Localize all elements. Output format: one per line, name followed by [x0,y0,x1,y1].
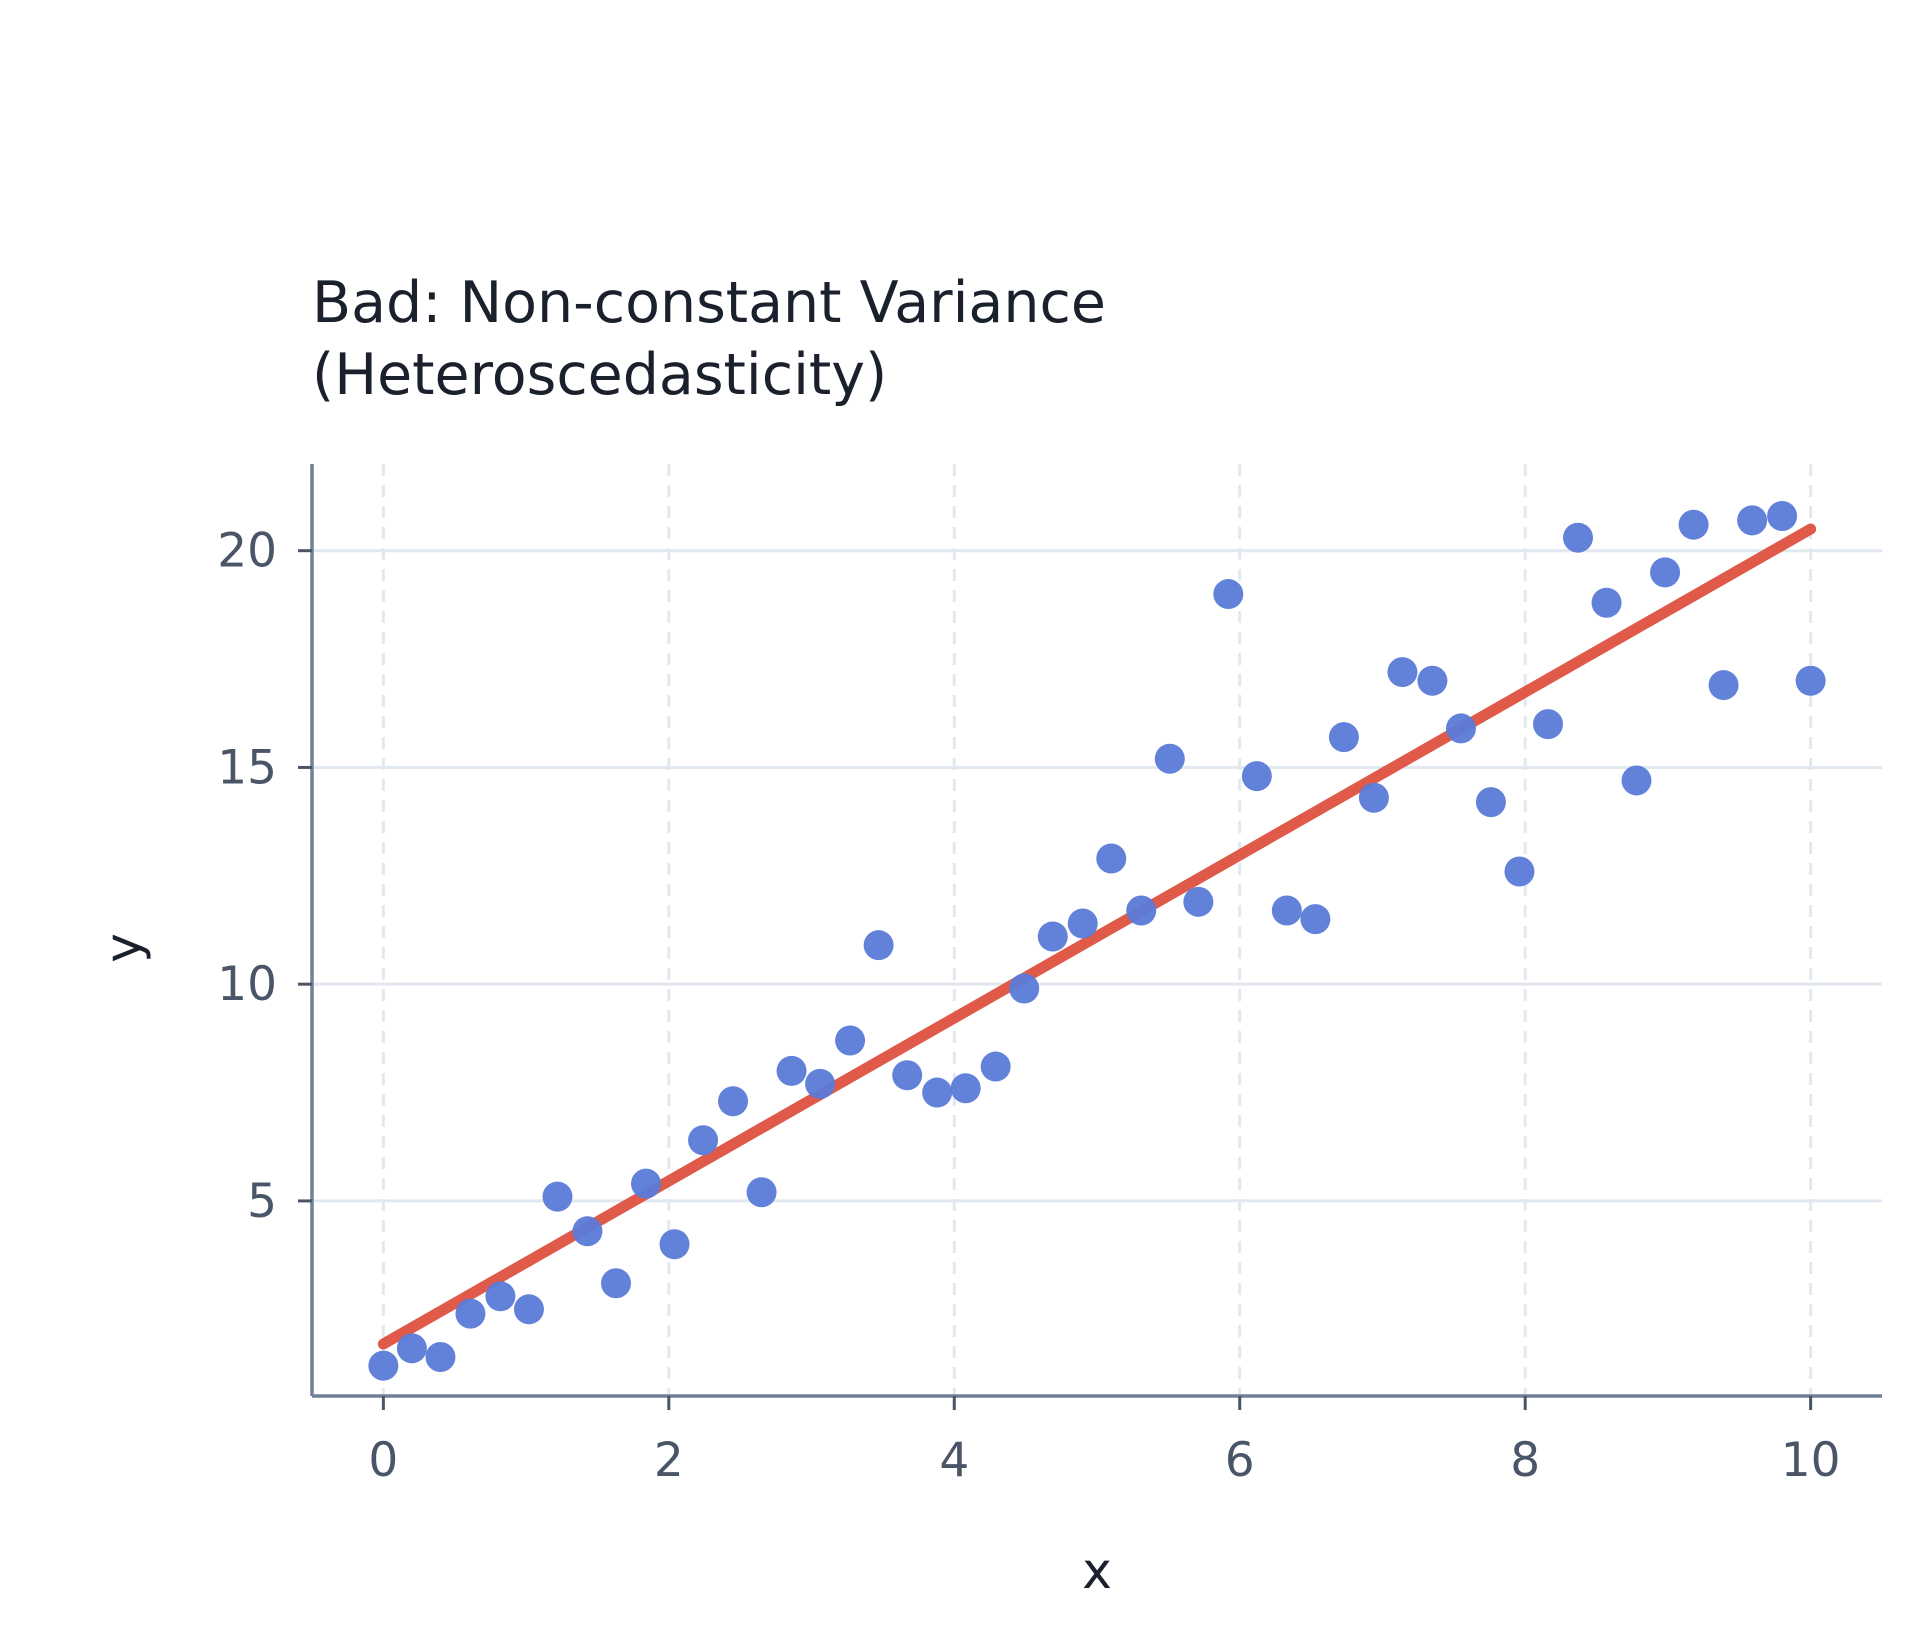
y-tick-label: 5 [247,1174,277,1229]
regression-fit-line [377,523,1817,1350]
scatter-point [572,1216,603,1247]
y-tick-label: 20 [217,524,277,579]
scatter-point [922,1077,953,1108]
scatter-point [1009,973,1040,1004]
scatter-point [1154,743,1185,774]
scatter-point [368,1350,399,1381]
scatter-point [1300,904,1331,935]
scatter-point [863,930,894,961]
x-tick-label: 4 [939,1433,969,1488]
y-tick-label: 10 [217,957,277,1012]
scatter-point [1795,665,1826,696]
grid [312,464,1882,1396]
y-tick-label: 15 [217,740,277,795]
scatter-point [1241,761,1272,792]
y-axis-title: y [94,933,152,963]
scatter-point [1678,509,1709,540]
x-tick-label: 0 [368,1433,398,1488]
scatter-point [425,1341,456,1372]
scatter-point [1533,709,1564,740]
scatter-point [980,1051,1011,1082]
scatter-point [1067,908,1098,939]
x-tick-label: 6 [1225,1433,1255,1488]
scatter-point [630,1168,661,1199]
scatter-point [688,1125,719,1156]
scatter-point [1767,501,1798,532]
scatter-point [1183,886,1214,917]
x-tick-label: 8 [1510,1433,1540,1488]
scatter-point [1708,670,1739,701]
chart-title-line-1: Bad: Non-constant Variance [312,270,1106,336]
scatter-point [601,1268,632,1299]
scatter-point [396,1333,427,1364]
scatter-point [1213,579,1244,610]
scatter-point [659,1229,690,1260]
scatter-point [1650,557,1681,588]
scatter-point [718,1086,749,1117]
scatter-point [1126,895,1157,926]
axes [310,464,1882,1398]
x-tick-label: 10 [1781,1433,1841,1488]
scatter-point [513,1294,544,1325]
fit-line-layer [377,523,1817,1350]
x-axis-title: x [1082,1542,1112,1600]
scatter-point [1591,587,1622,618]
scatter-point [1271,895,1302,926]
scatter-point [1328,722,1359,753]
scatter-point [776,1055,807,1086]
ticks: 0 2 4 6 8 10 5 10 15 20 [217,524,1840,1488]
scatter-point [485,1281,516,1312]
scatter-point [805,1068,836,1099]
scatter-point [1621,765,1652,796]
scatter-point [835,1025,866,1056]
scatter-point [1504,856,1535,887]
scatter-point [1096,843,1127,874]
scatter-point [542,1181,573,1212]
scatter-point [746,1177,777,1208]
scatter-point [1475,787,1506,818]
scatter-point [950,1073,981,1104]
scatter-point [892,1060,923,1091]
x-tick-label: 2 [654,1433,684,1488]
scatter-point [1562,522,1593,553]
scatter-point [1417,665,1448,696]
scatter-point [1445,713,1476,744]
scatter-point [1358,782,1389,813]
points-layer [368,501,1826,1381]
chart-title-line-2: (Heteroscedasticity) [312,342,887,408]
scatter-point [1037,921,1068,952]
scatter-point [455,1298,486,1329]
scatter-point [1737,505,1768,536]
scatter-point [1387,657,1418,688]
